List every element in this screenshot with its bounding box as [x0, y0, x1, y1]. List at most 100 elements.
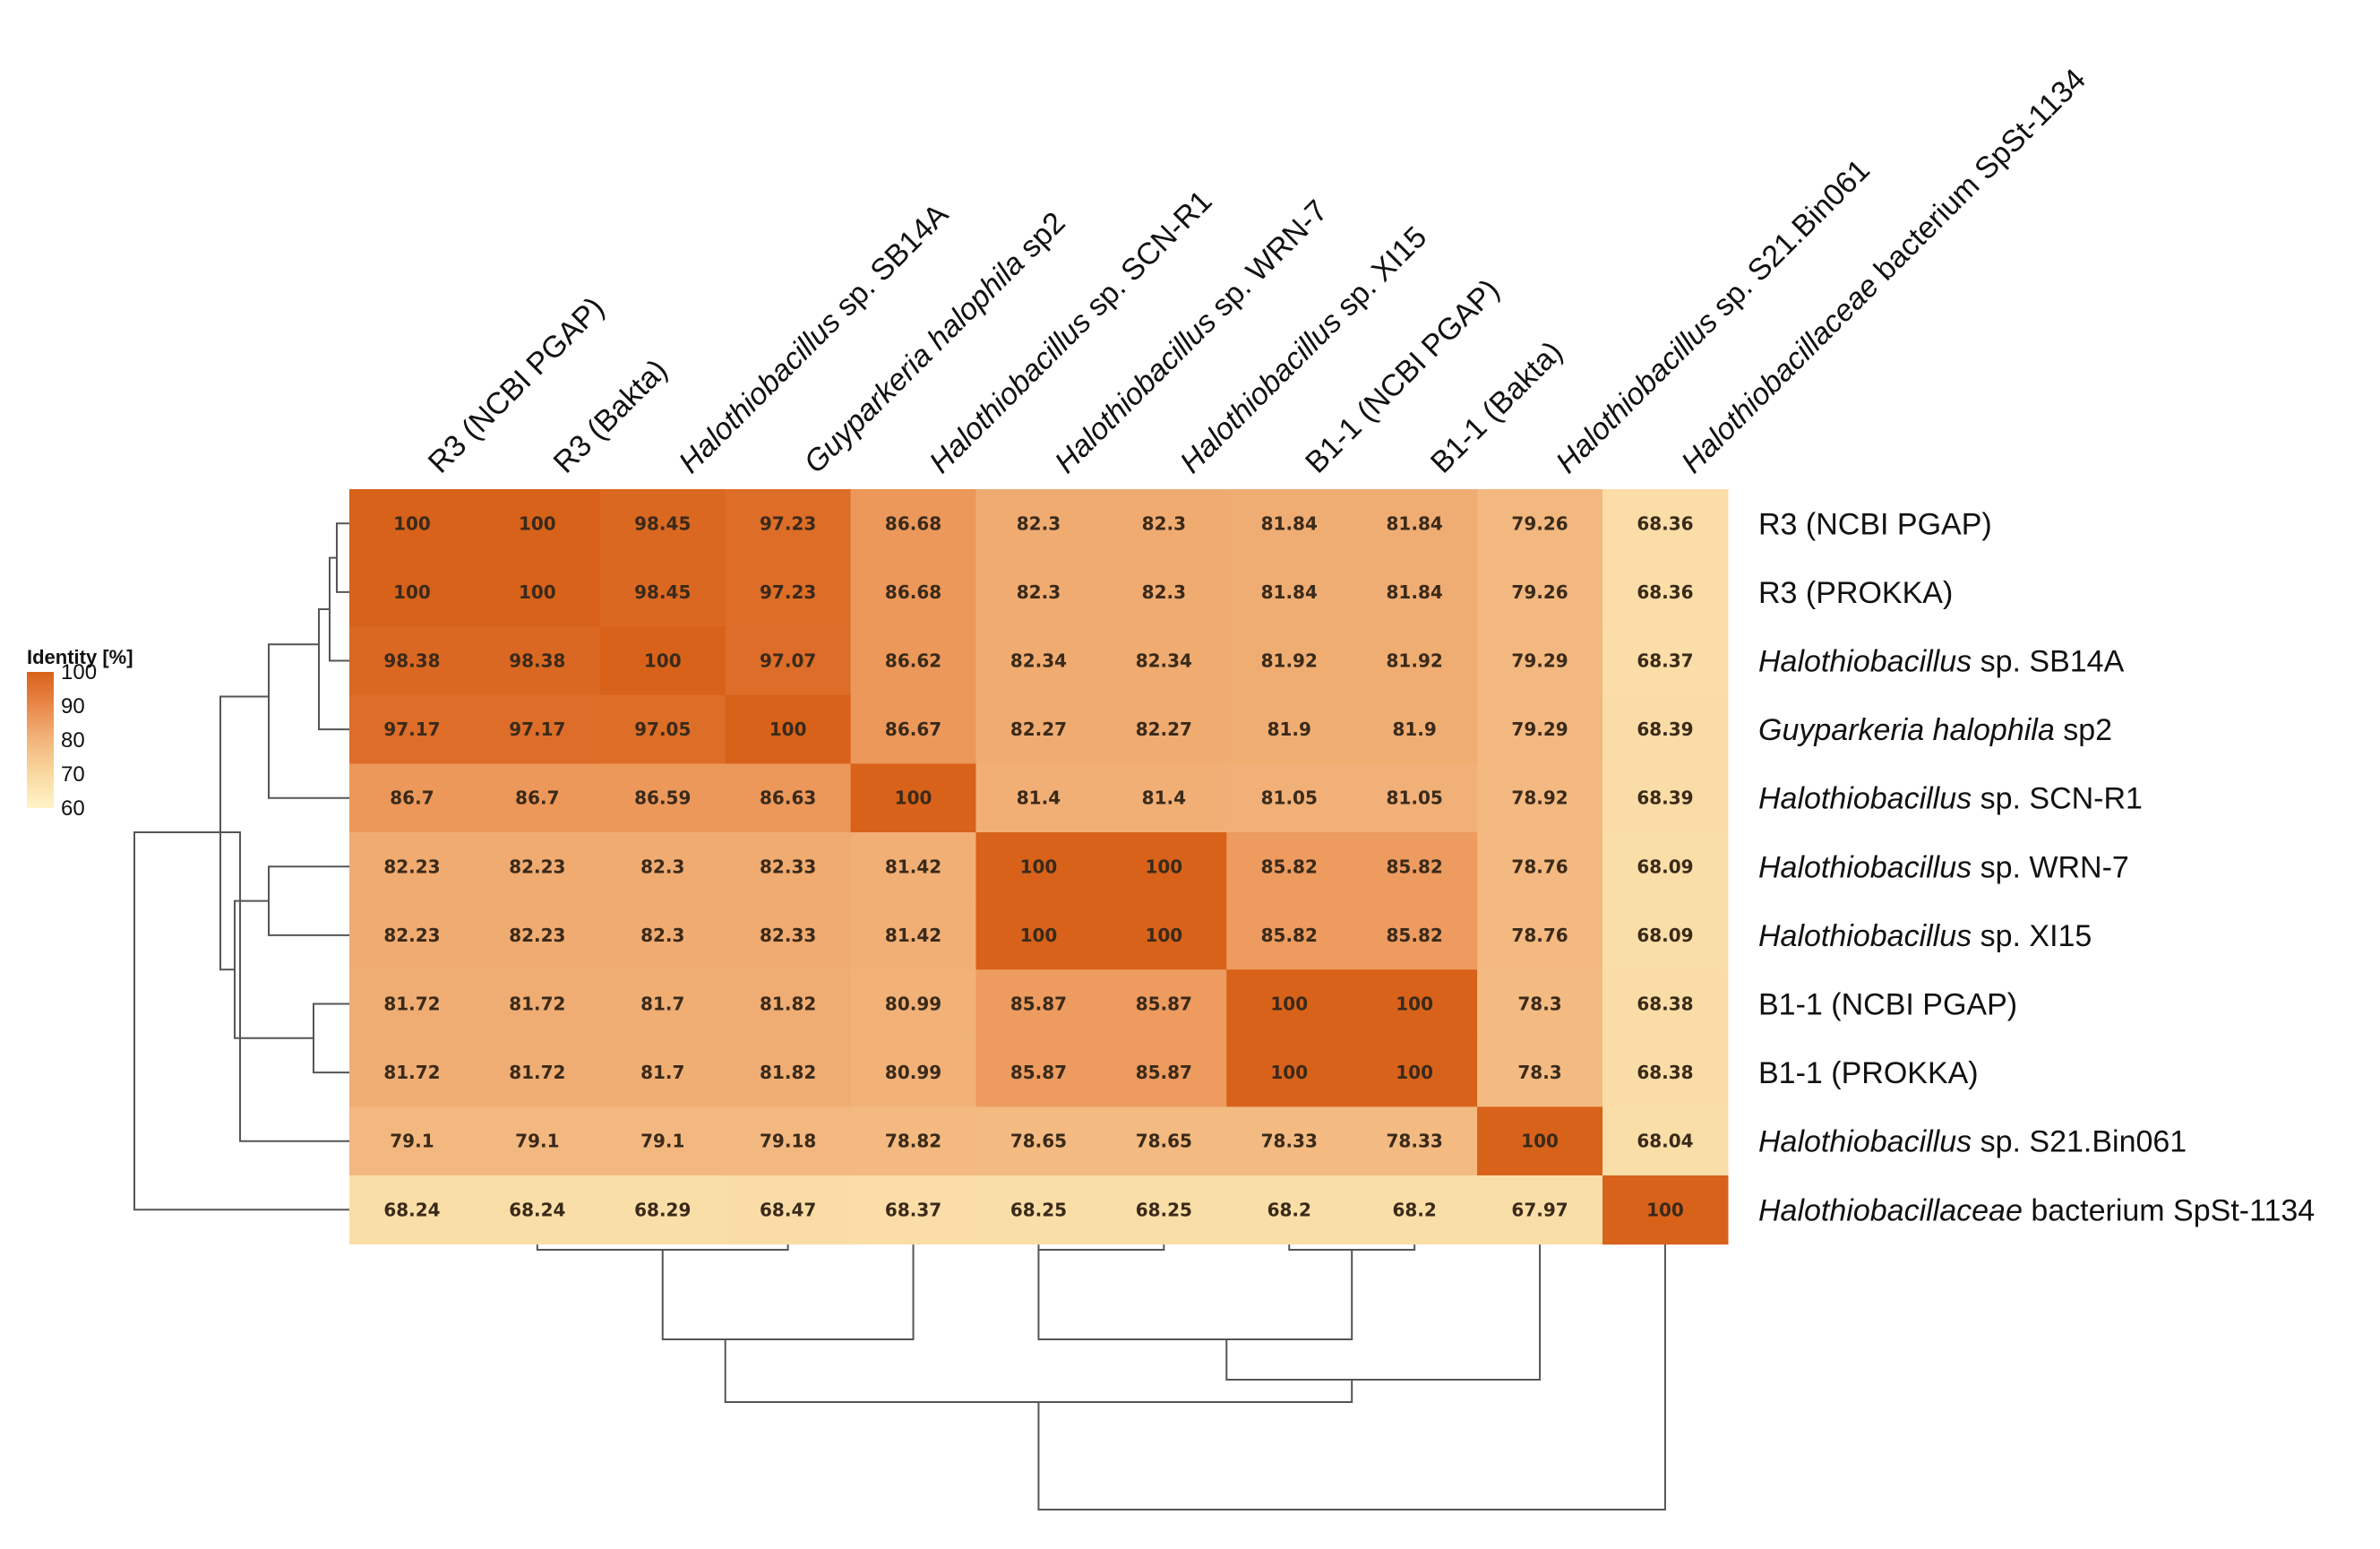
heatmap-cell: [599, 1106, 726, 1176]
heatmap-cell: [349, 763, 476, 833]
cell-value-label: 97.07: [760, 650, 816, 672]
heatmap-cell: [1226, 969, 1353, 1039]
cell-value-label: 68.37: [885, 1199, 941, 1220]
heatmap-cell: [850, 969, 977, 1039]
column-label: R3 (Bakta): [547, 353, 674, 480]
heatmap-cell: [474, 1175, 601, 1245]
cell-value-label: 82.33: [760, 856, 816, 877]
cell-value-label: 97.23: [760, 581, 816, 603]
cell-value-label: 68.38: [1637, 1062, 1693, 1083]
cell-value-label: 78.92: [1511, 787, 1568, 809]
heatmap-cell: [599, 1037, 726, 1107]
heatmap-cell: [1101, 1037, 1227, 1107]
cell-value-label: 68.36: [1637, 581, 1693, 603]
heatmap-cell: [1352, 763, 1478, 833]
heatmap-cell: [1602, 969, 1729, 1039]
heatmap-cell: [725, 694, 852, 764]
heatmap-cell: [1602, 1175, 1729, 1245]
heatmap-cell: [1101, 1106, 1227, 1176]
heatmap-cell: [1226, 763, 1353, 833]
column-dendrogram-branch: [1037, 1244, 1666, 1510]
cell-value-label: 68.25: [1136, 1199, 1192, 1220]
row-dendrogram-branch: [268, 865, 349, 936]
legend-tick-label: 100: [61, 660, 97, 684]
cell-value-label: 82.3: [640, 856, 684, 877]
cell-value-label: 100: [1020, 925, 1058, 946]
heatmap-cell: [599, 900, 726, 970]
heatmap-cell: [850, 1037, 977, 1107]
row-dendrogram-branch: [313, 1003, 349, 1074]
cell-value-label: 79.29: [1511, 719, 1568, 740]
cell-value-label: 86.68: [885, 512, 941, 534]
cell-value-label: 98.45: [634, 512, 691, 534]
heatmap-cell: [850, 900, 977, 970]
column-label: Halothiobacillus sp. XI15: [1173, 220, 1433, 480]
cell-value-label: 85.87: [1010, 1062, 1067, 1083]
heatmap-cell: [725, 557, 852, 627]
heatmap-cell: [349, 832, 476, 902]
heatmap-cell: [1101, 626, 1227, 696]
cell-value-label: 68.2: [1267, 1199, 1311, 1220]
cell-value-label: 81.82: [760, 994, 816, 1015]
color-legend: Identity [%] 100 90 80 70 60: [27, 646, 133, 821]
cell-value-label: 80.99: [885, 994, 941, 1015]
cell-value-label: 86.67: [885, 719, 941, 740]
cell-value-label: 81.84: [1387, 512, 1443, 534]
heatmap-cell: [1226, 1175, 1353, 1245]
cell-value-label: 82.23: [383, 856, 440, 877]
row-label: B1-1 (NCBI PGAP): [1758, 988, 2017, 1022]
heatmap-cell: [1477, 1106, 1603, 1176]
heatmap-cell: [1352, 626, 1478, 696]
cell-value-label: 81.72: [509, 994, 565, 1015]
cell-value-label: 82.23: [509, 925, 565, 946]
cell-value-label: 78.33: [1387, 1131, 1443, 1152]
heatmap-cell: [599, 763, 726, 833]
cell-value-label: 81.84: [1261, 512, 1318, 534]
legend-title: Identity [%]: [27, 646, 133, 668]
cell-value-label: 68.09: [1637, 925, 1693, 946]
cell-value-label: 100: [1521, 1131, 1559, 1152]
heatmap-cell: [850, 1175, 977, 1245]
heatmap-cell: [1477, 557, 1603, 627]
heatmap-cell: [975, 900, 1102, 970]
heatmap-cell: [1101, 557, 1227, 627]
cell-value-label: 100: [1396, 1062, 1433, 1083]
cell-value-label: 68.36: [1637, 512, 1693, 534]
heatmap-cell: [1602, 1106, 1729, 1176]
heatmap-cell: [1602, 832, 1729, 902]
heatmap-cell: [1101, 489, 1227, 559]
heatmap-cell: [599, 557, 726, 627]
cell-value-label: 82.27: [1010, 719, 1067, 740]
heatmap-cell: [1101, 969, 1227, 1039]
cell-value-label: 100: [1270, 994, 1308, 1015]
cell-value-label: 82.23: [383, 925, 440, 946]
heatmap-cell: [1226, 626, 1353, 696]
cell-value-label: 100: [1396, 994, 1433, 1015]
heatmap-cell: [1226, 557, 1353, 627]
cell-value-label: 81.4: [1017, 787, 1061, 809]
heatmap-cell: [1352, 694, 1478, 764]
cell-value-label: 85.82: [1261, 925, 1318, 946]
row-label: B1-1 (PROKKA): [1758, 1056, 1979, 1090]
row-label: R3 (NCBI PGAP): [1758, 507, 1992, 541]
row-dendrogram-branch: [336, 522, 349, 593]
heatmap-cell: [850, 489, 977, 559]
column-dendrogram-branch: [1037, 1250, 1353, 1340]
heatmap-cell: [1477, 626, 1603, 696]
heatmap-cell: [1352, 557, 1478, 627]
cell-value-label: 78.3: [1517, 994, 1561, 1015]
cell-value-label: 67.97: [1511, 1199, 1568, 1220]
cell-value-label: 86.7: [390, 787, 434, 809]
cell-value-label: 98.38: [509, 650, 565, 672]
heatmap-cell: [599, 489, 726, 559]
cell-value-label: 68.04: [1637, 1131, 1693, 1152]
cell-value-label: 82.3: [1017, 512, 1061, 534]
cell-value-label: 85.82: [1261, 856, 1318, 877]
row-label: Halothiobacillus sp. SCN-R1: [1758, 782, 2143, 816]
cell-value-label: 68.37: [1637, 650, 1693, 672]
cell-value-label: 79.18: [760, 1131, 816, 1152]
row-label: R3 (PROKKA): [1758, 576, 1953, 610]
heatmap-cell: [725, 1037, 852, 1107]
column-dendrogram-branch: [724, 1339, 1353, 1403]
